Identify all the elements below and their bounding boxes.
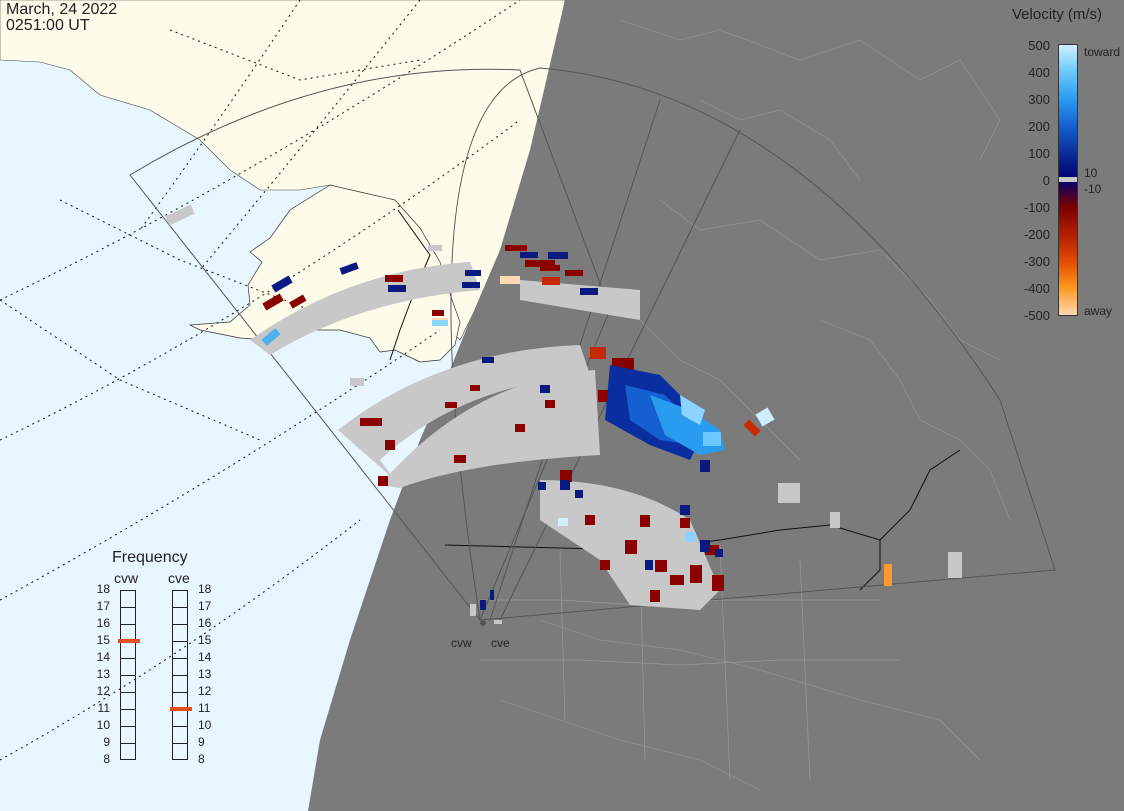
frequency-gridline [121,607,135,608]
graticule [0,0,521,761]
colorbar-tick-label: 500 [1028,38,1050,53]
frequency-scale-cve [172,590,188,760]
frequency-scale-cvw [120,590,136,760]
frequency-tick-label: 14 [198,650,212,664]
colorbar-away-label: away [1084,304,1113,318]
frequency-gridline [173,624,187,625]
frequency-tick-label: 18 [96,582,110,596]
frequency-tick-label: 8 [103,752,110,766]
frequency-gridline [121,658,135,659]
velocity-colorbar [1058,44,1078,316]
frequency-tick-label: 18 [198,582,212,596]
night-region [308,0,1124,811]
colorbar-tick-label: -300 [1023,254,1050,269]
colorbar-tick-label: -200 [1023,227,1050,242]
frequency-tick-label: 10 [198,718,212,732]
colorbar-tick-label: 400 [1028,65,1050,80]
frequency-radar-cve: cve [168,570,190,586]
colorbar-tick-label: -100 [1023,200,1050,215]
colorbar-tick-label: 200 [1028,119,1050,134]
night-land-outlines [499,19,1011,791]
frequency-title: Frequency [112,549,188,566]
frequency-tick-label: 10 [96,718,110,732]
colorbar-tick-label: -500 [1023,308,1050,323]
frequency-tick-label: 16 [198,616,212,630]
site-label-cve: cve [491,636,510,650]
colorbar-title: Velocity (m/s) [1012,6,1103,23]
frequency-gridline [173,607,187,608]
velocity-cells [261,245,892,610]
frequency-gridline [121,709,135,710]
frequency-gridline [173,726,187,727]
frequency-tick-label: 13 [96,667,110,681]
colorbar-pos-threshold: 10 [1084,166,1098,180]
frequency-gridline [121,692,135,693]
frequency-tick-label: 11 [97,701,110,715]
frequency-tick-label: 8 [198,752,205,766]
radar-site-marker [480,620,486,626]
frequency-indicator-cve [170,707,192,711]
colorbar-zero-band [1059,177,1077,182]
frequency-tick-label: 17 [96,599,110,613]
frequency-gridline [173,743,187,744]
frequency-radar-cvw: cvw [114,570,139,586]
frequency-gridline [173,692,187,693]
frequency-tick-label: 12 [96,684,110,698]
frequency-tick-label: 12 [198,684,212,698]
frequency-gridline [121,624,135,625]
frequency-indicator-cvw [118,639,140,643]
frequency-tick-label: 13 [198,667,212,681]
date-label: March, 24 2022 [6,1,118,18]
frequency-tick-label: 14 [96,650,110,664]
colorbar-tick-label: -400 [1023,281,1050,296]
colorbar-tick-label: 300 [1028,92,1050,107]
colorbar-tick-label: 0 [1042,173,1050,188]
frequency-tick-label: 15 [198,633,212,647]
frequency-gridline [121,726,135,727]
frequency-gridline [121,743,135,744]
frequency-tick-label: 15 [96,633,110,647]
frequency-gridline [121,675,135,676]
frequency-tick-label: 11 [198,701,211,715]
frequency-gridline [173,658,187,659]
site-label-cvw: cvw [451,636,472,650]
time-label: 0251:00 UT [6,17,90,34]
frequency-tick-label: 9 [103,735,110,749]
colorbar-neg-threshold: -10 [1084,182,1102,196]
colorbar-toward-label: toward [1084,45,1121,59]
frequency-tick-label: 17 [198,599,212,613]
colorbar-tick-label: 100 [1028,146,1050,161]
frequency-gridline [173,675,187,676]
alaska-mainland [188,184,461,363]
frequency-tick-label: 9 [198,735,205,749]
frequency-gridline [173,641,187,642]
frequency-tick-label: 16 [96,616,110,630]
